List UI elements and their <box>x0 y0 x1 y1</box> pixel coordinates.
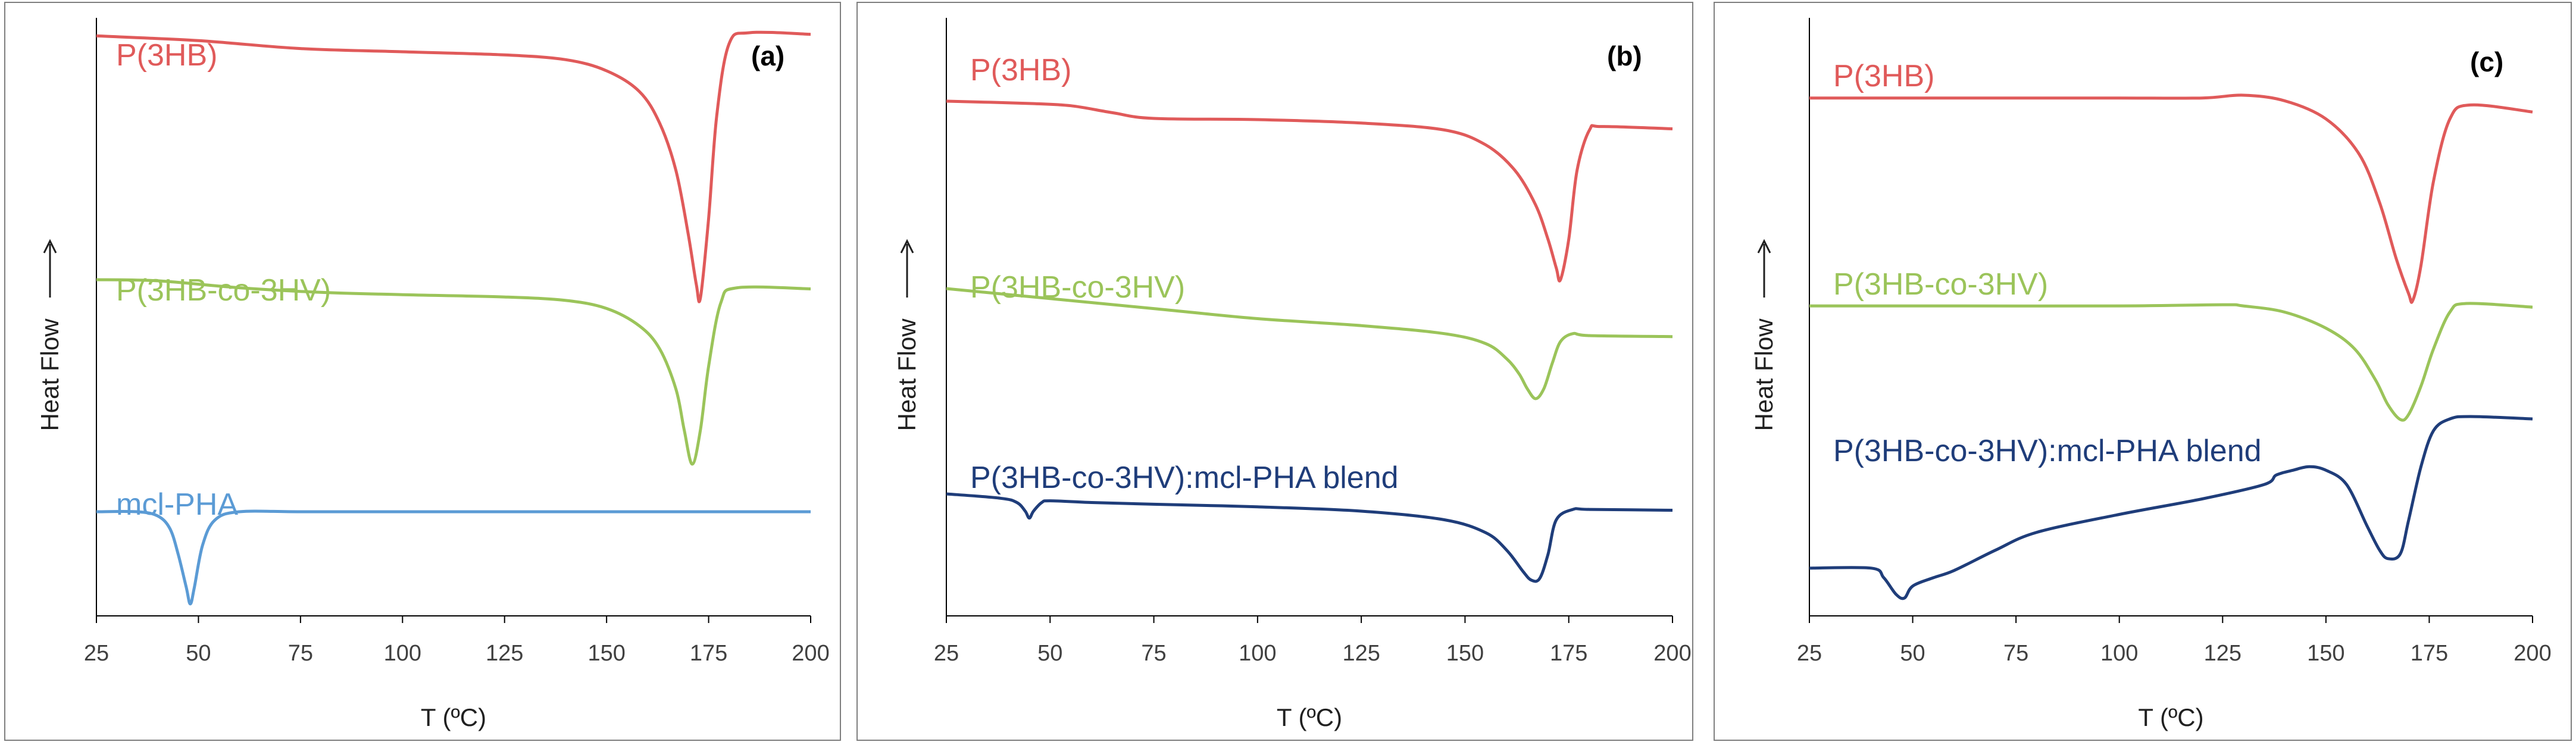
series-label-p-3hb: P(3HB) <box>116 38 217 73</box>
x-tick-label: 75 <box>2003 641 2028 666</box>
x-axis-title: T (ºC) <box>421 703 486 731</box>
series-line-p-3hb-co-3hv <box>946 287 1673 400</box>
chart-frame <box>1714 2 2572 741</box>
x-tick-label: 75 <box>288 641 313 666</box>
x-tick-label: 125 <box>1342 641 1380 666</box>
x-tick-label: 100 <box>384 641 421 666</box>
x-tick-label: 150 <box>587 641 625 666</box>
series-label-p-3hb-co-3hv: P(3HB-co-3HV) <box>1833 267 2048 302</box>
series-line-p-3hb-co-3hv <box>96 278 811 466</box>
x-tick-label: 75 <box>1141 641 1166 666</box>
series-label-mcl-pha: mcl-PHA <box>116 487 238 522</box>
series-line-mcl-pha <box>96 509 811 606</box>
series-line-p-3hb-co-3hv-mcl-pha-blend <box>946 492 1673 583</box>
chart-panel-a: 25 50 75 100 125 150 175 200 T (ºC) Heat Flow (a) P… <box>4 2 841 741</box>
series-label-p-3hb-co-3hv-mcl-pha-blend: P(3HB-co-3HV):mcl-PHA blend <box>1833 434 2262 468</box>
series-line-p-3hb-co-3hv <box>1809 302 2533 422</box>
chart-frame <box>856 2 1693 741</box>
x-tick-label: 50 <box>186 641 211 666</box>
chart-panel-b: 25 50 75 100 125 150 175 200 T (ºC) Heat Flow (b) P… <box>856 2 1693 741</box>
chart-frame <box>4 2 841 741</box>
x-tick-label: 25 <box>934 641 959 666</box>
series-label-p-3hb: P(3HB) <box>970 53 1071 87</box>
x-tick-label: 100 <box>2100 641 2138 666</box>
series-label-p-3hb-co-3hv: P(3HB-co-3HV) <box>116 273 331 308</box>
panel-tag: (b) <box>1607 40 1642 71</box>
series-line-p-3hb-co-3hv-mcl-pha-blend <box>1809 415 2533 600</box>
x-tick-label: 175 <box>690 641 727 666</box>
series-line-p-3hb <box>946 99 1673 283</box>
panel-tag: (a) <box>751 40 784 71</box>
x-tick-label: 175 <box>2411 641 2448 666</box>
x-tick-label: 200 <box>1653 641 1691 666</box>
x-tick-label: 25 <box>84 641 109 666</box>
series-label-p-3hb: P(3HB) <box>1833 59 1934 93</box>
x-axis-title: T (ºC) <box>2138 703 2203 731</box>
x-tick-label: 150 <box>1446 641 1484 666</box>
series-label-p-3hb-co-3hv-mcl-pha-blend: P(3HB-co-3HV):mcl-PHA blend <box>970 461 1399 495</box>
series-line-p-3hb <box>1809 93 2533 304</box>
x-tick-label: 25 <box>1797 641 1822 666</box>
series-line-p-3hb <box>96 30 811 303</box>
x-tick-label: 100 <box>1239 641 1276 666</box>
heat-flow-arrowhead-icon <box>900 239 914 253</box>
x-tick-label: 50 <box>1900 641 1925 666</box>
x-tick-label: 125 <box>2204 641 2242 666</box>
y-axis-title: Heat Flow <box>1750 318 1778 431</box>
x-tick-label: 50 <box>1037 641 1062 666</box>
x-axis-title: T (ºC) <box>1277 703 1342 731</box>
y-axis-title: Heat Flow <box>36 318 64 431</box>
x-tick-label: 125 <box>486 641 523 666</box>
x-tick-label: 150 <box>2307 641 2344 666</box>
y-axis-title: Heat Flow <box>893 318 921 431</box>
panel-tag: (c) <box>2470 46 2503 77</box>
heat-flow-arrowhead-icon <box>43 239 57 253</box>
x-tick-label: 200 <box>2514 641 2551 666</box>
chart-panel-c: 25 50 75 100 125 150 175 200 T (ºC) Heat Flow (c) P… <box>1714 2 2572 741</box>
series-label-p-3hb-co-3hv: P(3HB-co-3HV) <box>970 270 1185 305</box>
x-tick-label: 175 <box>1550 641 1587 666</box>
x-tick-label: 200 <box>792 641 829 666</box>
heat-flow-arrowhead-icon <box>1757 239 1771 253</box>
